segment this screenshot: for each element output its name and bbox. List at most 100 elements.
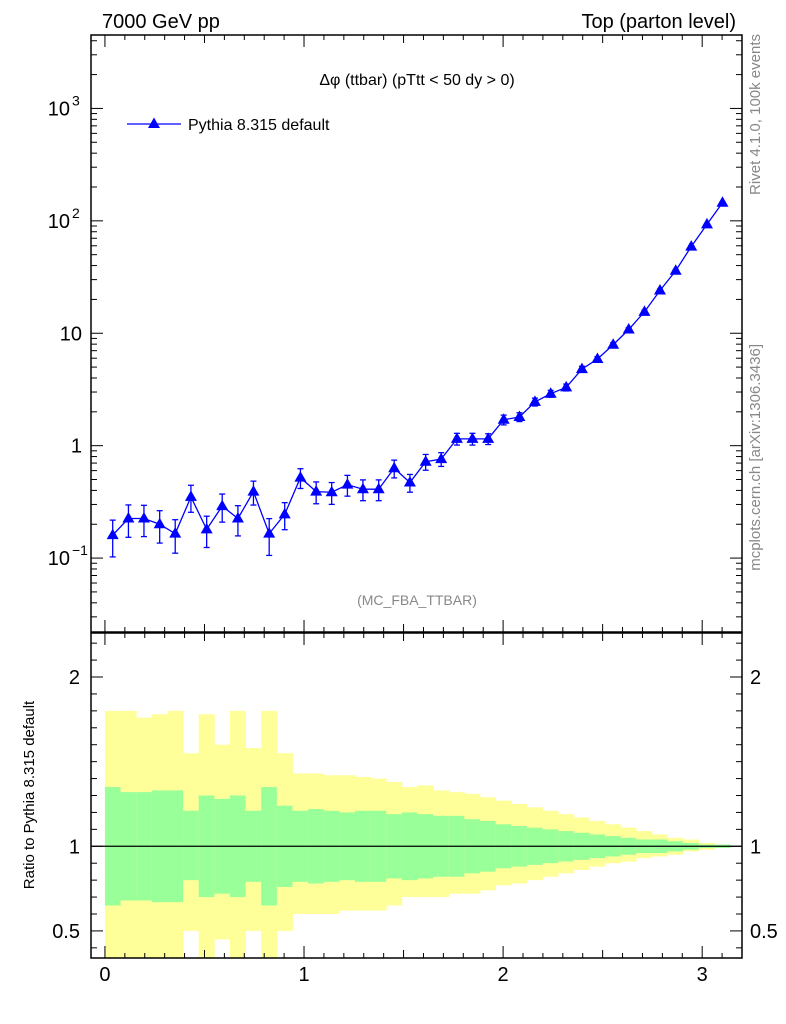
header-left: 7000 GeV pp [102,11,220,33]
triangle-marker [184,490,197,501]
data-point [356,479,369,502]
data-point [263,517,276,557]
y-tick-label-exponent: 3 [72,92,80,108]
triangle-marker [247,485,260,496]
data-point [450,432,463,446]
triangle-marker [294,471,307,482]
data-point [497,413,510,426]
data-point [653,284,666,295]
x-tick-label: 2 [498,964,509,986]
data-point [403,473,416,493]
data-point [216,493,229,523]
triangle-marker [216,499,229,511]
triangle-marker [700,217,713,229]
triangle-marker [513,410,526,421]
data-point [560,380,573,392]
data-point [169,519,182,554]
data-point [575,362,588,374]
data-point [622,322,635,334]
triangle-marker [341,478,354,489]
ratio-ylabel: Ratio to Pythia 8.315 default [21,700,38,889]
data-point [544,387,557,398]
y-tick-label: 10 [48,98,70,120]
data-point [466,432,479,446]
data-point [372,479,385,502]
triangle-marker [544,387,557,398]
triangle-marker [278,507,291,519]
data-point [122,504,135,538]
data-point [607,338,620,349]
triangle-marker [372,482,385,494]
triangle-marker [388,461,401,473]
y-tick-label-exponent: −1 [72,542,88,558]
data-point [106,519,119,558]
data-point [685,240,698,251]
triangle-marker [106,528,119,540]
main-title: Δφ (ttbar) (pTtt < 50 dy > 0) [319,72,514,89]
triangle-marker [137,511,150,523]
triangle-marker [528,395,541,406]
y-tick-label: 2 [69,667,80,689]
y-tick-label: 0.5 [52,921,80,943]
triangle-marker [622,322,635,334]
triangle-marker [122,511,135,523]
ratio-panel: 0 1 2 3 0.5 0.5 1 1 2 2 Ratio to Pythia 8.315 def… [21,632,778,986]
triangle-marker [200,522,213,534]
data-point [278,502,291,531]
triangle-marker [419,455,432,466]
y-tick-label: 1 [71,436,82,458]
data-point [341,474,354,497]
data-point [716,196,729,207]
x-tick-label: 1 [298,964,309,986]
data-point [528,395,541,407]
triangle-marker [263,527,276,538]
y-tick-label-right: 2 [750,667,761,689]
data-point [231,505,244,537]
legend: Pythia 8.315 default [127,117,330,134]
data-point [184,484,197,513]
data-point [388,459,401,479]
ratio-axis-ticks: 0 1 2 3 0.5 0.5 1 1 2 2 [52,633,778,986]
triangle-marker [591,352,604,364]
data-point [513,410,526,423]
triangle-marker [653,284,666,295]
data-point [310,481,323,505]
triangle-marker [403,476,416,487]
data-point [137,504,150,538]
y-tick-label-right: 0.5 [750,921,778,943]
legend-label: Pythia 8.315 default [188,117,330,134]
data-point [153,510,166,544]
y-tick-label-right: 1 [750,836,761,858]
analysis-watermark: (MC_FBA_TTBAR) [357,592,477,608]
ratio-bands [91,710,742,958]
triangle-marker [310,485,323,496]
data-point [325,481,338,506]
triangle-marker [231,511,244,523]
main-series-marks [106,196,729,558]
triangle-marker [356,482,369,494]
data-point [700,217,713,229]
y-tick-label-exponent: 2 [72,205,80,221]
rivet-version-label: Rivet 4.1.0, 100k events [747,34,764,195]
triangle-marker [685,240,698,251]
data-point [435,452,448,468]
triangle-marker [497,413,510,424]
y-tick-label: 1 [69,836,80,858]
triangle-marker [466,432,479,443]
triangle-marker [482,432,495,443]
legend-marker [148,117,160,128]
inner-band-bin [183,810,200,881]
series-line [112,202,724,536]
y-tick-label: 10 [48,211,70,233]
triangle-marker [435,452,448,464]
triangle-marker [716,196,729,207]
triangle-marker [560,380,573,392]
y-tick-label: 10 [48,548,70,570]
data-point [200,515,213,549]
header-right: Top (parton level) [581,11,736,33]
mcplots-label: mcplots.cern.ch [arXiv:1306.3436] [747,344,764,571]
data-point [638,305,651,316]
data-point [419,453,432,471]
